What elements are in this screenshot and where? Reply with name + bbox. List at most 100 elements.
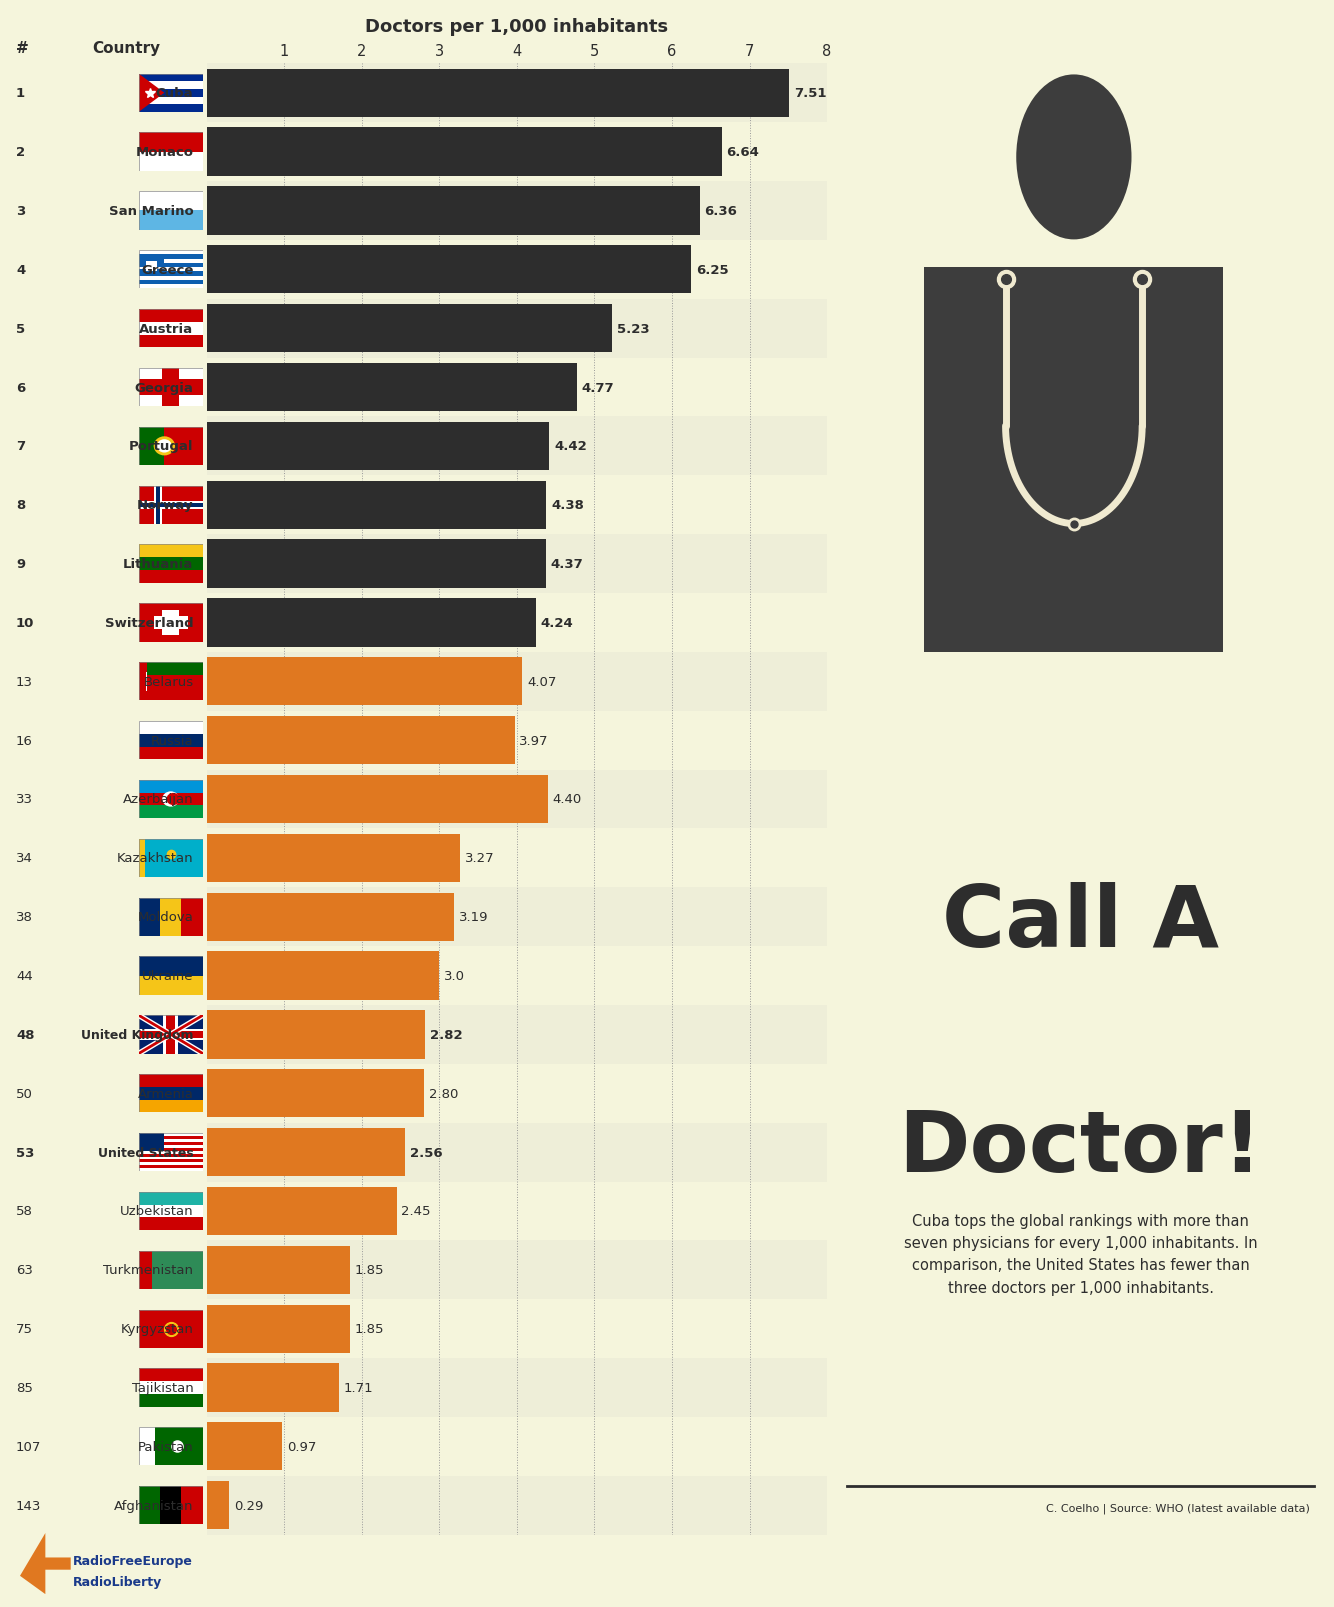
Text: Belarus: Belarus [143,675,193,688]
Bar [139,82,203,90]
Text: 6.25: 6.25 [696,264,728,276]
Bar [139,1163,203,1165]
Text: C. Coelho | Source: WHO (latest available data): C. Coelho | Source: WHO (latest availabl… [1046,1503,1310,1514]
Bar [139,1147,203,1151]
Bar [207,305,612,354]
Text: 33: 33 [16,792,33,807]
Text: 2: 2 [16,146,25,159]
Bar [207,1188,396,1236]
Text: Azerbaijan: Azerbaijan [123,792,193,807]
Bar [139,781,203,794]
Bar [139,1143,203,1146]
Text: 34: 34 [16,852,33,865]
Bar [139,1075,203,1088]
Bar [139,268,164,270]
Bar [160,898,181,937]
Bar [139,281,203,284]
Bar [139,211,203,230]
Bar [207,363,576,411]
Bar [164,427,203,466]
Bar [139,264,203,268]
Text: 75: 75 [16,1323,33,1335]
Bar [139,1028,203,1040]
Text: 85: 85 [16,1380,33,1395]
Bar [139,153,203,172]
Text: 48: 48 [16,1028,35,1041]
Text: 3.0: 3.0 [444,969,466,982]
Text: 3.19: 3.19 [459,911,488,924]
Text: 4.24: 4.24 [540,617,572,630]
Bar [139,336,203,349]
Text: Norway: Norway [137,498,193,513]
Text: Tajikistan: Tajikistan [132,1380,193,1395]
Text: 44: 44 [16,969,33,982]
Text: 7: 7 [16,440,25,453]
Bar [139,1133,203,1136]
Text: Country: Country [92,42,161,56]
Text: 1: 1 [16,87,25,100]
Text: Monaco: Monaco [136,146,193,159]
Text: 0.97: 0.97 [287,1440,316,1453]
Bar [207,1305,351,1353]
Bar [207,69,790,117]
Text: Turkmenistan: Turkmenistan [104,1263,193,1276]
Bar [207,652,827,712]
Text: 2.56: 2.56 [410,1146,443,1159]
Bar [139,662,147,701]
Bar [139,722,203,734]
Bar [207,599,535,648]
Bar [139,74,203,82]
Text: Afghanistan: Afghanistan [113,1499,193,1512]
Text: 4.42: 4.42 [554,440,587,453]
Bar [139,1393,203,1406]
Bar [139,1486,160,1525]
Bar [207,535,827,593]
Bar [207,1123,827,1181]
Circle shape [163,792,179,807]
Polygon shape [924,268,1223,652]
Bar [139,956,203,975]
Bar [207,1475,827,1535]
Bar [207,246,691,294]
Bar [207,593,827,652]
Text: 1.85: 1.85 [355,1263,384,1276]
Bar [139,1088,203,1099]
Bar [207,182,827,241]
Text: Pakistan: Pakistan [137,1440,193,1453]
Bar [139,1218,203,1231]
Bar [207,887,827,947]
Text: 2.82: 2.82 [430,1028,463,1041]
Bar [207,299,827,358]
Bar [139,310,203,323]
Bar [139,381,203,395]
Bar [139,133,203,153]
Text: 143: 143 [16,1499,41,1512]
Text: 3: 3 [16,204,25,219]
Text: 0.29: 0.29 [233,1499,263,1512]
Bar [207,423,550,471]
Bar [139,1139,203,1143]
Text: Switzerland: Switzerland [105,617,193,630]
Text: 53: 53 [16,1146,35,1159]
Bar [207,947,827,1006]
Bar [156,487,160,524]
Bar [139,503,203,508]
Bar [139,1192,203,1205]
Bar [139,193,203,211]
Bar [207,1358,827,1417]
Bar [139,1157,203,1160]
Text: Portugal: Portugal [129,440,193,453]
Text: Greece: Greece [141,264,193,276]
Bar [207,1245,351,1294]
Text: Cuba tops the global rankings with more than
seven physicians for every 1,000 in: Cuba tops the global rankings with more … [903,1213,1258,1295]
Text: 6.64: 6.64 [726,146,759,159]
Bar [207,476,827,535]
Polygon shape [20,1533,71,1594]
Bar [207,124,827,182]
Text: 1.85: 1.85 [355,1323,384,1335]
Bar [139,734,203,747]
Bar [139,1151,203,1154]
Bar [207,64,827,124]
Text: 2.80: 2.80 [428,1086,458,1101]
Bar [207,1300,827,1358]
